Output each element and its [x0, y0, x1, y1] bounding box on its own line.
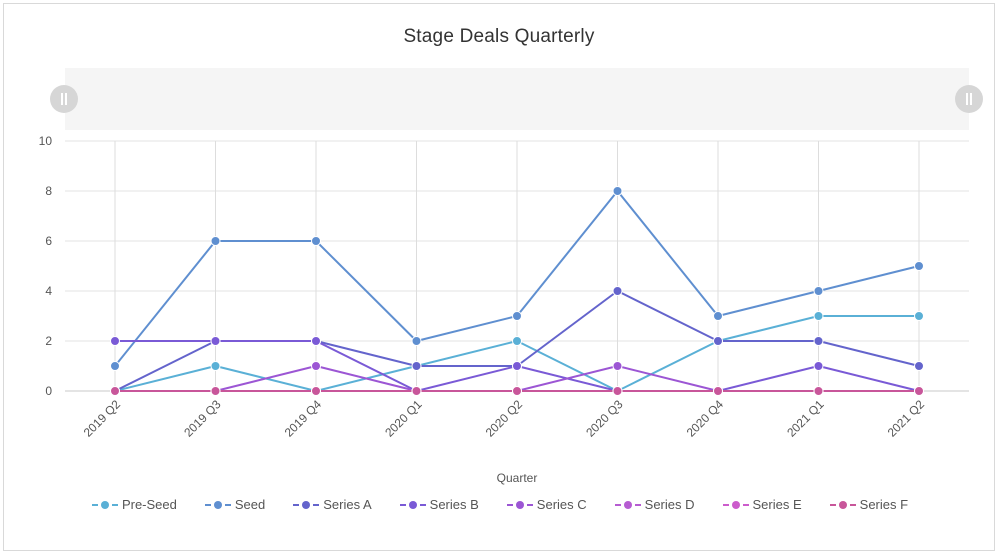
data-point	[110, 386, 120, 396]
x-axis-title: Quarter	[497, 471, 538, 485]
data-point	[311, 361, 321, 371]
y-tick-label: 2	[45, 334, 52, 348]
data-point	[713, 336, 723, 346]
legend-label: Series C	[536, 497, 587, 512]
legend-item-series-a[interactable]: Series A	[293, 497, 372, 512]
data-point	[813, 386, 824, 396]
data-point	[210, 386, 221, 396]
data-point	[512, 386, 522, 396]
data-point	[813, 336, 824, 346]
data-point	[311, 236, 321, 246]
legend-label: Pre-Seed	[121, 497, 177, 512]
data-point	[713, 386, 723, 396]
data-point	[311, 336, 321, 346]
data-point	[110, 336, 120, 346]
data-point	[512, 311, 522, 321]
data-point	[914, 386, 924, 396]
y-tick-label: 8	[45, 184, 52, 198]
chart-legend: Pre-Seed Seed Series A Series B Series C Seri…	[0, 497, 1000, 512]
legend-marker-icon	[204, 498, 231, 512]
data-point	[813, 286, 824, 296]
x-tick-label: 2021 Q2	[885, 397, 928, 440]
legend-label: Series E	[752, 497, 802, 512]
x-tick-label: 2019 Q2	[81, 397, 124, 440]
legend-label: Series F	[859, 497, 909, 512]
legend-marker-icon	[399, 498, 426, 512]
x-tick-label: 2020 Q2	[483, 397, 526, 440]
data-point	[612, 286, 623, 296]
x-tick-label: 2020 Q4	[684, 397, 727, 440]
data-point	[411, 336, 422, 346]
data-point	[813, 311, 824, 321]
data-point	[411, 361, 422, 371]
legend-marker-icon	[91, 498, 118, 512]
data-point	[713, 311, 723, 321]
legend-item-seed[interactable]: Seed	[204, 497, 266, 512]
x-tick-label: 2021 Q1	[784, 397, 827, 440]
legend-item-series-e[interactable]: Series E	[722, 497, 802, 512]
legend-marker-icon	[293, 498, 320, 512]
x-tick-label: 2020 Q1	[382, 397, 425, 440]
data-point	[512, 361, 522, 371]
y-tick-label: 10	[39, 134, 53, 148]
data-point	[110, 361, 120, 371]
data-point	[914, 361, 924, 371]
legend-marker-icon	[614, 498, 641, 512]
y-tick-label: 4	[45, 284, 52, 298]
legend-label: Series B	[429, 497, 479, 512]
legend-item-series-f[interactable]: Series F	[829, 497, 909, 512]
data-point	[914, 261, 924, 271]
data-point	[813, 361, 824, 371]
zoom-end-handle[interactable]	[955, 85, 983, 113]
legend-label: Series A	[323, 497, 372, 512]
x-tick-label: 2019 Q4	[282, 397, 325, 440]
data-point	[210, 236, 221, 246]
zoom-slider-track[interactable]	[65, 68, 969, 130]
legend-item-series-b[interactable]: Series B	[399, 497, 479, 512]
legend-label: Seed	[234, 497, 266, 512]
data-point	[612, 361, 623, 371]
y-tick-label: 6	[45, 234, 52, 248]
legend-item-series-c[interactable]: Series C	[506, 497, 587, 512]
data-point	[311, 386, 321, 396]
data-point	[411, 386, 422, 396]
data-point	[210, 336, 221, 346]
x-tick-label: 2020 Q3	[583, 397, 626, 440]
chart-title: Stage Deals Quarterly	[403, 26, 595, 47]
data-point	[512, 336, 522, 346]
legend-marker-icon	[506, 498, 533, 512]
legend-item-pre-seed[interactable]: Pre-Seed	[91, 497, 177, 512]
y-tick-label: 0	[45, 384, 52, 398]
legend-marker-icon	[722, 498, 749, 512]
zoom-start-handle[interactable]	[50, 85, 78, 113]
x-tick-label: 2019 Q3	[181, 397, 224, 440]
legend-label: Series D	[644, 497, 695, 512]
data-point	[612, 186, 623, 196]
legend-marker-icon	[829, 498, 856, 512]
data-point	[210, 361, 221, 371]
data-point	[612, 386, 623, 396]
data-point	[914, 311, 924, 321]
legend-item-series-d[interactable]: Series D	[614, 497, 695, 512]
